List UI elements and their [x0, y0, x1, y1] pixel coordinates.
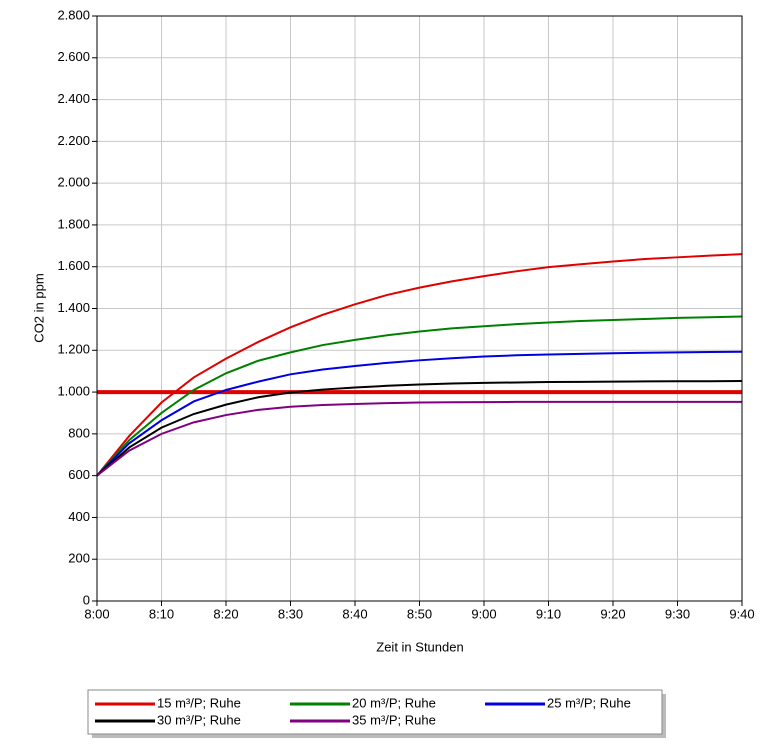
series-line — [96, 253, 743, 477]
legend-label: 35 m³/P; Ruhe — [352, 712, 436, 727]
legend-label: 15 m³/P; Ruhe — [157, 695, 241, 710]
legend-label: 25 m³/P; Ruhe — [547, 695, 631, 710]
series-line — [96, 350, 743, 477]
y-tick-label: 2.600 — [57, 49, 90, 64]
x-tick-label: 8:00 — [84, 606, 109, 621]
legend-label: 20 m³/P; Ruhe — [352, 695, 436, 710]
y-tick-label: 1.600 — [57, 258, 90, 273]
x-tick-label: 9:00 — [471, 606, 496, 621]
y-tick-label: 2.200 — [57, 133, 90, 148]
y-tick-label: 2.000 — [57, 175, 90, 190]
x-tick-label: 8:20 — [213, 606, 238, 621]
y-tick-label: 2.400 — [57, 91, 90, 106]
plot-border — [96, 15, 743, 602]
y-tick-label: 1.000 — [57, 384, 90, 399]
x-tick-label: 9:10 — [536, 606, 561, 621]
series-line — [96, 400, 742, 477]
legend-label: 30 m³/P; Ruhe — [157, 712, 241, 727]
series-line — [96, 315, 743, 477]
y-tick-label: 600 — [68, 467, 90, 482]
x-axis-label: Zeit in Stunden — [376, 639, 463, 654]
y-tick-label: 2.800 — [57, 7, 90, 22]
x-tick-label: 8:30 — [278, 606, 303, 621]
y-tick-label: 400 — [68, 509, 90, 524]
x-tick-label: 9:20 — [600, 606, 625, 621]
x-tick-label: 8:50 — [407, 606, 432, 621]
y-tick-label: 200 — [68, 551, 90, 566]
x-tick-label: 8:40 — [342, 606, 367, 621]
x-tick-label: 8:10 — [149, 606, 174, 621]
series-line — [96, 379, 743, 477]
y-tick-label: 1.200 — [57, 342, 90, 357]
legend — [87, 689, 663, 735]
y-tick-label: 1.400 — [57, 300, 90, 315]
y-tick-label: 1.800 — [57, 216, 90, 231]
x-tick-label: 9:40 — [729, 606, 754, 621]
y-axis-label: CO2 in ppm — [31, 273, 46, 342]
y-tick-label: 0 — [83, 592, 90, 607]
y-tick-label: 800 — [68, 425, 90, 440]
x-tick-label: 9:30 — [665, 606, 690, 621]
